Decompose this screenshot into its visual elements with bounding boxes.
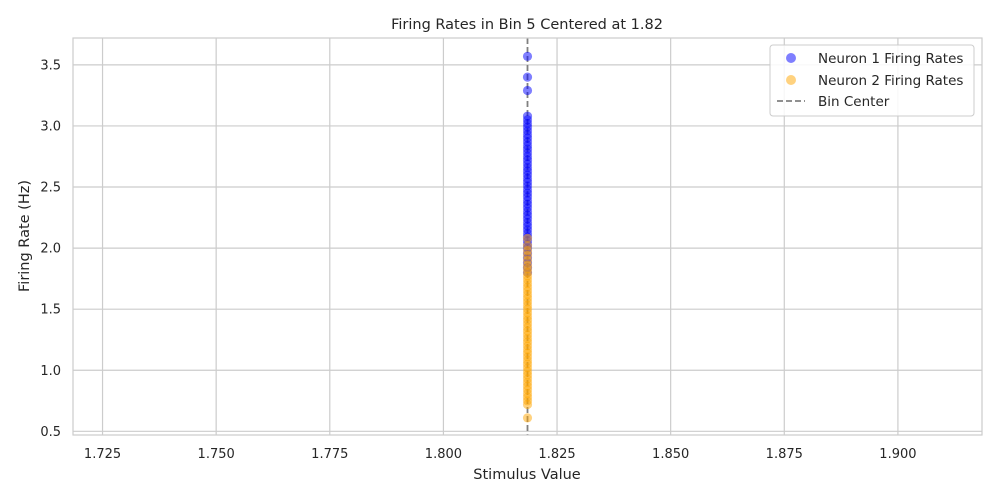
data-point-neuron-2 [522, 233, 533, 243]
x-tick-labels: 1.725 1.750 1.775 1.800 1.825 1.850 1.875 1.900 [84, 447, 917, 462]
y-tick-label: 1.0 [40, 364, 61, 379]
x-tick-label: 1.800 [425, 447, 462, 462]
y-tick-label: 0.5 [40, 425, 61, 440]
legend-box [769, 44, 975, 117]
chart-title: Firing Rates in Bin 5 Centered at 1.82 [391, 17, 663, 33]
legend-label-bin-center: Bin Center [818, 94, 890, 110]
data-point-neuron-1 [522, 51, 533, 61]
y-axis-label: Firing Rate (Hz) [17, 180, 33, 292]
legend: Neuron 1 Firing Rates Neuron 2 Firing Ra… [769, 44, 975, 117]
series-2-points [522, 233, 533, 423]
data-point-neuron-2 [522, 399, 533, 410]
legend-label-neuron-1: Neuron 1 Firing Rates [818, 51, 963, 67]
y-tick-label: 3.5 [40, 58, 61, 73]
legend-marker-neuron-2 [786, 75, 796, 85]
data-point-neuron-2 [522, 413, 533, 423]
x-tick-label: 1.850 [652, 447, 689, 462]
x-tick-label: 1.750 [198, 447, 235, 462]
x-tick-label: 1.825 [538, 447, 575, 462]
y-tick-label: 2.5 [40, 181, 61, 196]
legend-label-neuron-2: Neuron 2 Firing Rates [818, 73, 963, 89]
y-tick-label: 2.0 [40, 242, 61, 257]
data-point-neuron-1 [522, 85, 533, 96]
legend-marker-neuron-1 [786, 53, 796, 63]
y-tick-label: 3.0 [40, 119, 61, 134]
plot-area [72, 37, 983, 436]
x-tick-label: 1.775 [311, 447, 348, 462]
x-tick-label: 1.900 [879, 447, 916, 462]
y-tick-labels: 0.5 1.0 1.5 2.0 2.5 3.0 3.5 [40, 58, 61, 439]
y-tick-label: 1.5 [40, 303, 61, 318]
x-axis-label: Stimulus Value [473, 467, 581, 483]
data-point-neuron-1 [522, 72, 533, 82]
x-tick-label: 1.725 [84, 447, 121, 462]
data-points [522, 51, 533, 423]
x-tick-label: 1.875 [766, 447, 803, 462]
